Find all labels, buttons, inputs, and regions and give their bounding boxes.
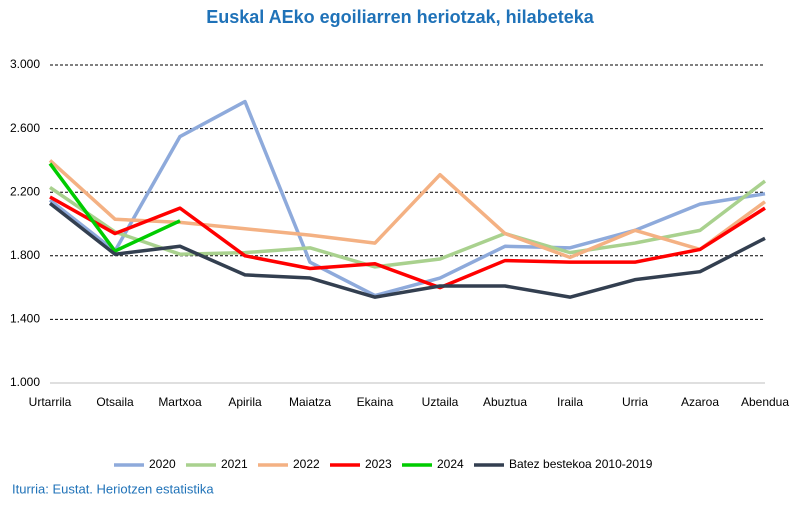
x-tick-label: Martxoa: [158, 395, 202, 409]
legend-label: 2024: [437, 457, 464, 471]
series-line: [48, 99, 766, 298]
series-line: [48, 159, 767, 260]
x-tick-label: Azaroa: [681, 395, 719, 409]
legend-label: 2020: [149, 457, 176, 471]
y-tick-label: 1.400: [10, 312, 40, 326]
series-line: [49, 179, 767, 269]
x-tick-label: Urtarrila: [29, 395, 72, 409]
y-tick-label: 2.600: [10, 121, 40, 135]
series-line: [48, 201, 766, 299]
x-tick-label: Otsaila: [96, 395, 134, 409]
y-tick-label: 3.000: [10, 57, 40, 71]
x-tick-label: Apirila: [228, 395, 262, 409]
x-tick-label: Iraila: [557, 395, 583, 409]
legend-label: Batez bestekoa 2010-2019: [509, 457, 653, 471]
legend-label: 2021: [221, 457, 248, 471]
x-tick-label: Abuztua: [483, 395, 527, 409]
y-tick-label: 2.200: [10, 184, 40, 198]
y-tick-label: 1.800: [10, 248, 40, 262]
y-tick-label: 1.000: [10, 375, 40, 389]
x-tick-label: Maiatza: [289, 395, 331, 409]
x-tick-label: Urria: [622, 395, 648, 409]
series-line: [48, 162, 181, 253]
chart-title: Euskal AEko egoiliarren heriotzak, hilab…: [206, 7, 594, 27]
legend-label: 2023: [365, 457, 392, 471]
source: Iturria: Eustat. Heriotzen estatistika: [12, 481, 214, 496]
series-line: [49, 195, 766, 290]
legend-label: 2022: [293, 457, 320, 471]
x-tick-label: Ekaina: [357, 395, 394, 409]
x-tick-label: Abendua: [741, 395, 789, 409]
x-tick-label: Uztaila: [422, 395, 459, 409]
